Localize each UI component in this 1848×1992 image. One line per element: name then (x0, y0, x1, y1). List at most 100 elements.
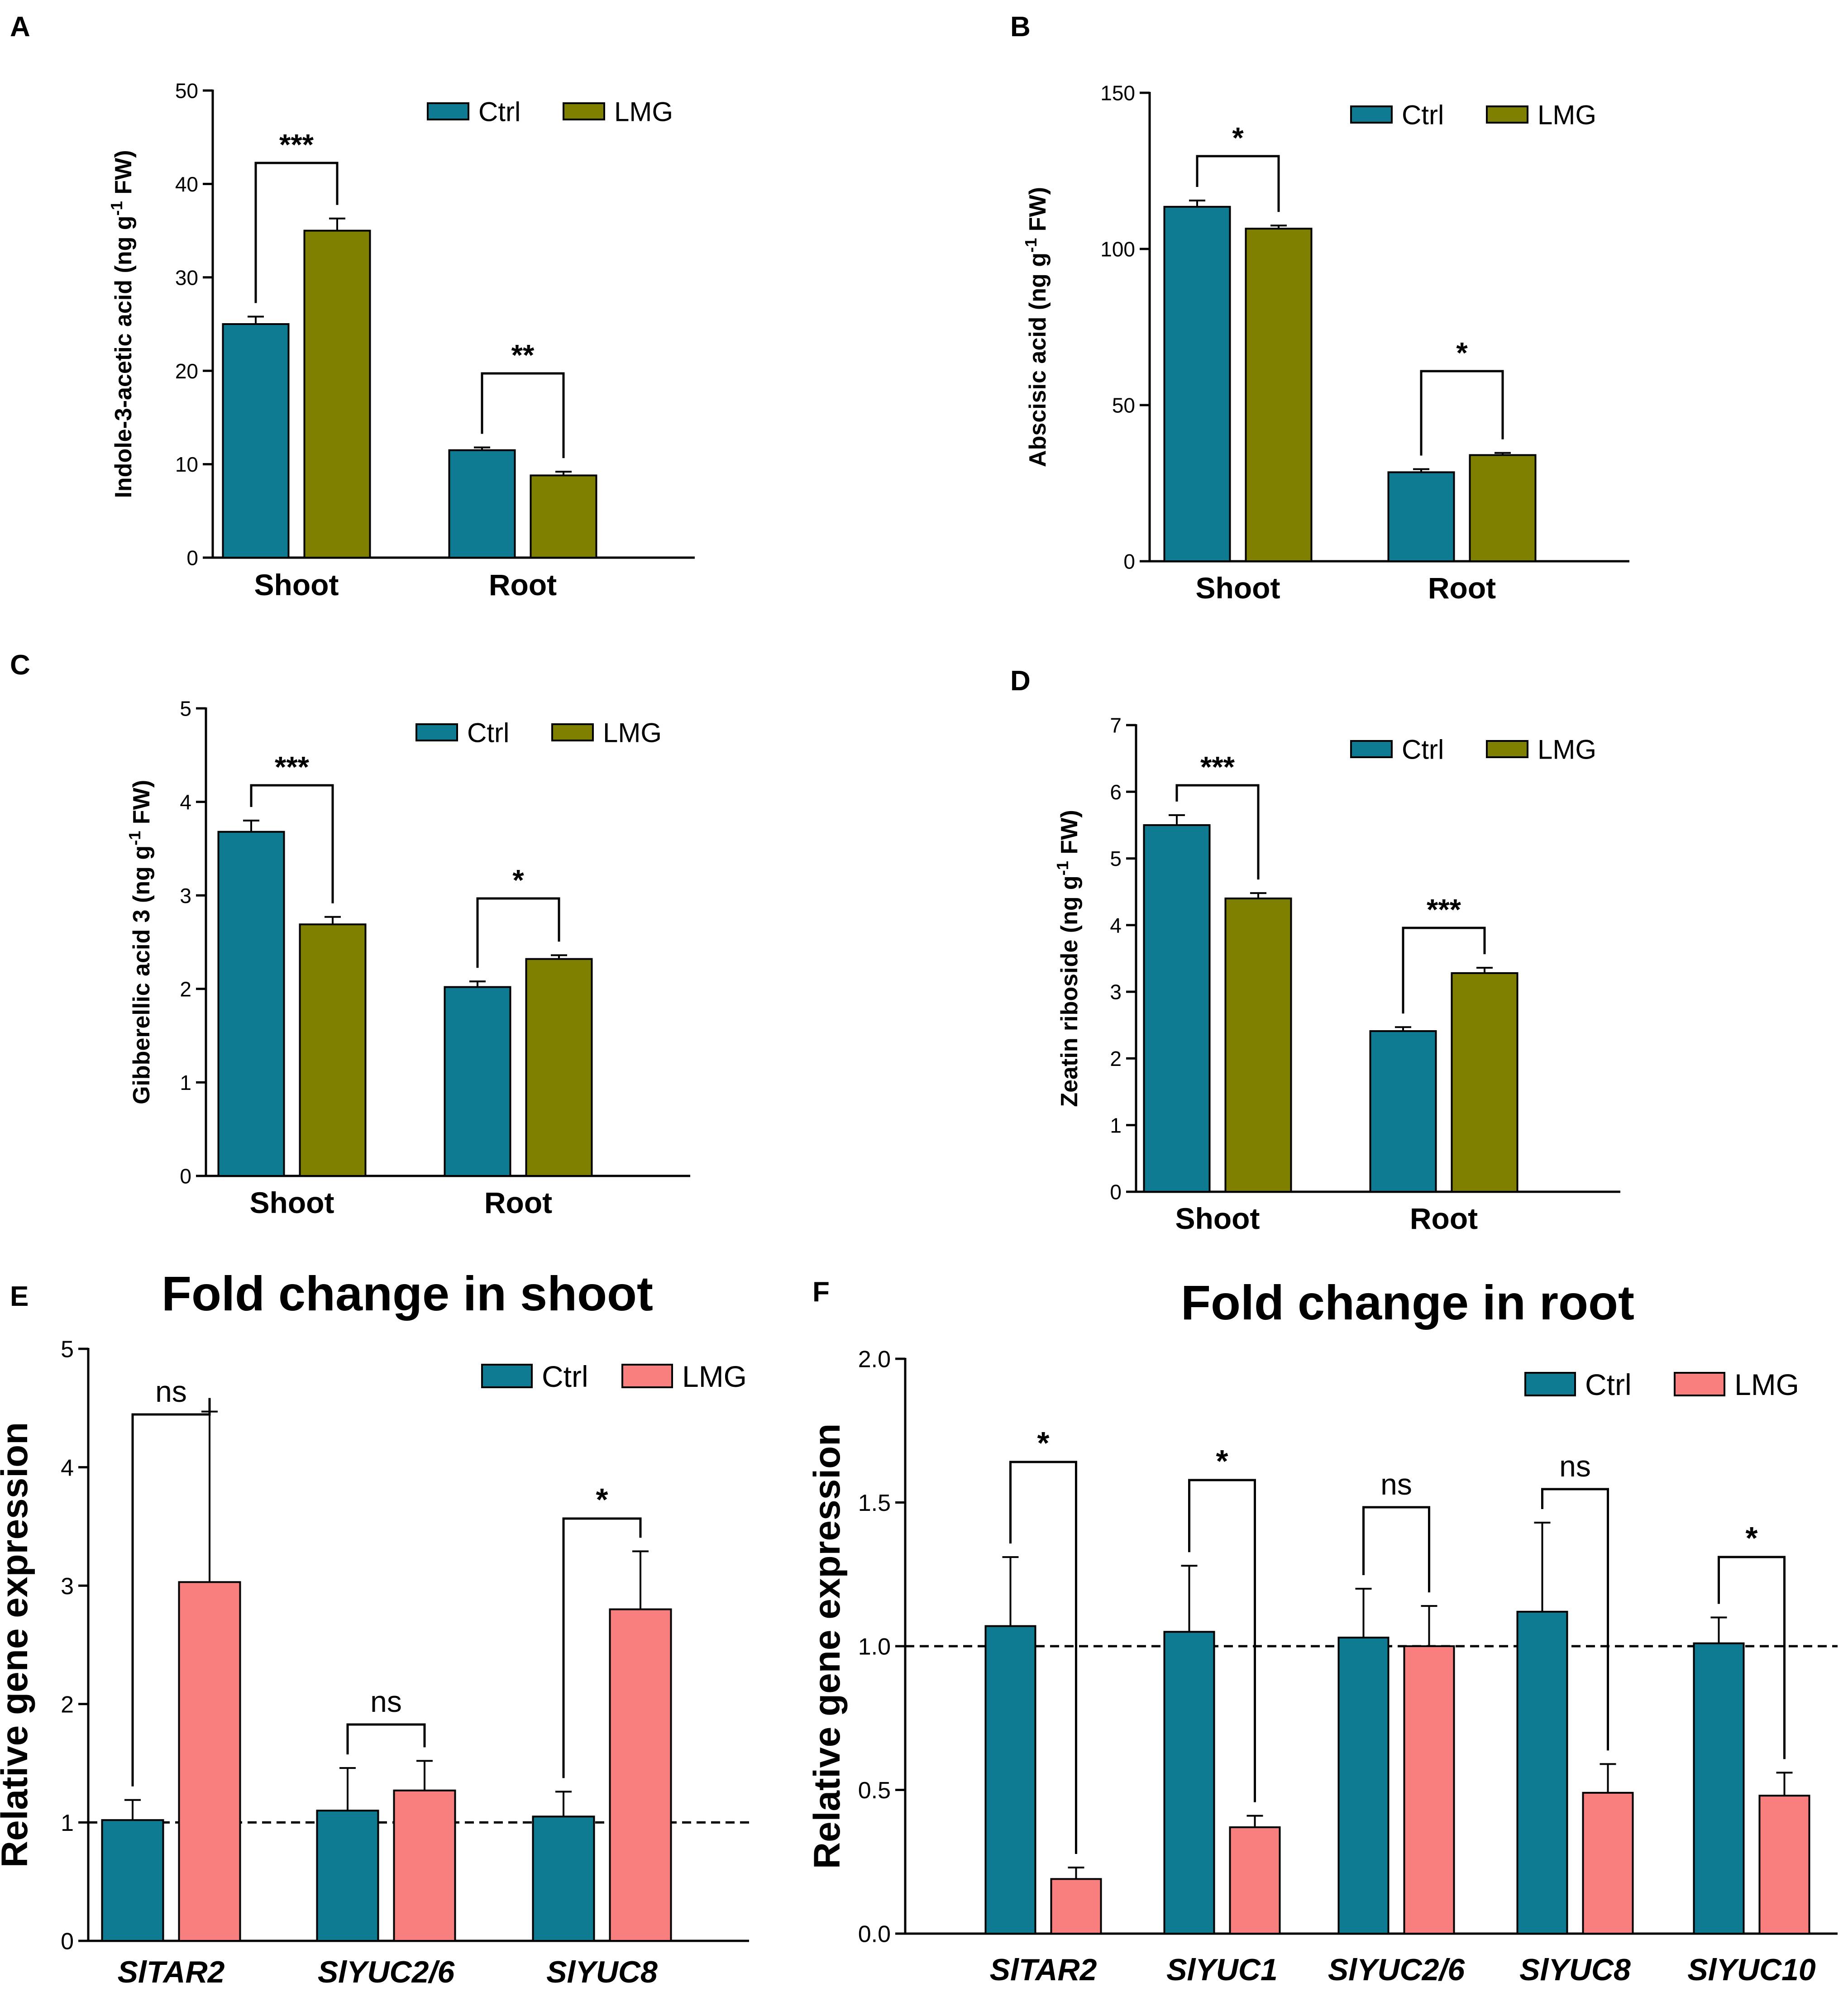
legend-swatch-lmg (563, 102, 605, 120)
x-tick-label: SlTAR2 (118, 1955, 225, 1989)
y-tick-label: 5 (1110, 847, 1122, 870)
significance-bracket (476, 897, 560, 968)
bar-lmg (1451, 972, 1519, 1193)
legend-swatch-ctrl (481, 1364, 533, 1388)
legend-label-ctrl: Ctrl (1402, 735, 1444, 765)
significance-bracket (1009, 1461, 1077, 1854)
legend-label-lmg: LMG (614, 97, 673, 127)
chart-title: Fold change in root (1181, 1275, 1634, 1330)
y-tick-label: 3 (180, 884, 191, 908)
x-tick-label: Root (484, 1186, 552, 1219)
significance-bracket (250, 784, 334, 903)
bar-ctrl (984, 1625, 1036, 1935)
bar-lmg (1758, 1795, 1810, 1935)
legend-swatch-ctrl (427, 102, 469, 120)
significance-bracket (254, 162, 339, 303)
significance-bracket (1175, 784, 1260, 880)
panel-B: B 0 50 100 150 Abscisic acid (ng g-1 FW) Shoot… (1010, 11, 1629, 605)
panel-letter: D (1010, 665, 1031, 697)
legend-label-ctrl: Ctrl (1585, 1368, 1632, 1401)
y-tick-label: 50 (1112, 394, 1135, 417)
legend: Ctrl LMG (415, 718, 662, 748)
bar-ctrl (1693, 1642, 1745, 1935)
significance-label: * (512, 864, 524, 897)
significance-label: ns (1559, 1449, 1591, 1483)
bar-lmg (1582, 1791, 1634, 1935)
legend-label-lmg: LMG (1734, 1368, 1799, 1401)
y-axis-label-main: Abscisic acid (ng g (1025, 253, 1051, 467)
y-tick-label: 4 (61, 1455, 74, 1481)
bar-lmg (525, 958, 593, 1177)
significance-bracket (562, 1517, 642, 1778)
bar-lmg (1245, 228, 1313, 562)
y-tick-label: 0.0 (858, 1921, 891, 1948)
y-axis-label-end: FW) (129, 780, 155, 831)
significance-label: * (1232, 121, 1244, 154)
bar-ctrl (217, 831, 285, 1177)
legend-label-ctrl: Ctrl (478, 97, 520, 127)
y-tick-label: 5 (61, 1337, 74, 1363)
y-tick-label: 1.5 (858, 1490, 891, 1516)
y-tick-label: 0 (180, 1165, 191, 1188)
significance-bracket (1188, 1479, 1256, 1802)
panel-C: C 0 1 2 3 4 5 Gibberellic acid 3 (ng g-1 FW) Sho… (10, 650, 690, 1219)
y-axis-label-main: Indole-3-acetic acid (ng g (110, 215, 137, 498)
significance-label: * (1037, 1425, 1050, 1461)
bar-ctrl (1163, 1631, 1215, 1935)
significance-label: ns (1380, 1467, 1412, 1501)
bar-ctrl (1337, 1636, 1390, 1935)
panel-letter: A (10, 11, 30, 43)
legend: Ctrl LMG (1350, 100, 1596, 130)
y-tick-label: 30 (175, 266, 198, 289)
y-axis-label: Zeatin riboside (ng g-1 FW) (1053, 810, 1083, 1107)
x-tick-label: SlYUC1 (1166, 1953, 1278, 1987)
y-axis-label: Relative gene expression (0, 1422, 35, 1868)
y-tick-label: 3 (61, 1573, 74, 1600)
panel-F: F Fold change in root 0.0 0.5 1.0 1.5 2.0 Relat… (807, 1275, 1838, 1987)
y-axis-label-main: Relative gene expression (807, 1424, 848, 1869)
significance-bracket (1196, 155, 1280, 212)
bar-ctrl (532, 1815, 595, 1942)
panel-letter: E (10, 1281, 29, 1312)
bar-lmg (178, 1581, 241, 1942)
y-tick-label: 0 (1123, 550, 1135, 573)
significance-bracket (1402, 927, 1486, 1014)
bar-ctrl (1387, 471, 1455, 562)
legend-label-ctrl: Ctrl (542, 1360, 588, 1393)
legend: Ctrl LMG (427, 97, 673, 127)
y-axis-label-main: Gibberellic acid 3 (ng g (129, 846, 155, 1104)
panel-A: A 0 10 20 30 40 50 Indole-3-acetic acid (ng g-1… (10, 11, 695, 602)
legend-swatch-ctrl (415, 723, 458, 741)
significance-label: ns (155, 1375, 187, 1408)
bar-lmg (1229, 1826, 1281, 1935)
y-axis-label-main: Zeatin riboside (ng g (1056, 875, 1083, 1107)
significance-bracket (1362, 1506, 1430, 1593)
y-tick-label: 2.0 (858, 1347, 891, 1373)
legend-swatch-ctrl (1350, 105, 1393, 124)
x-tick-label: SlYUC2/6 (318, 1955, 455, 1989)
bar-lmg (299, 923, 367, 1177)
x-tick-label: SlYUC8 (546, 1955, 658, 1989)
y-tick-label: 2 (180, 977, 191, 1001)
legend-label-ctrl: Ctrl (1402, 100, 1444, 130)
y-tick-label: 0 (61, 1929, 74, 1955)
y-axis-label-superscript: -1 (1053, 861, 1072, 875)
y-tick-label: 0.5 (858, 1777, 891, 1804)
x-tick-label: Root (489, 568, 557, 602)
bar-lmg (609, 1608, 672, 1942)
legend: Ctrl LMG (481, 1360, 747, 1393)
panel-letter: F (812, 1276, 830, 1308)
y-tick-label: 100 (1100, 238, 1135, 261)
y-tick-label: 4 (180, 790, 191, 814)
significance-label: * (596, 1482, 608, 1517)
chart-title: Fold change in shoot (162, 1266, 653, 1321)
significance-bracket (131, 1398, 211, 1787)
legend-swatch-lmg (1486, 740, 1528, 758)
bar-lmg (1224, 897, 1292, 1193)
y-tick-label: 2 (1110, 1047, 1122, 1070)
bar-lmg (393, 1789, 456, 1942)
significance-label: ns (370, 1685, 402, 1718)
x-tick-label: SlTAR2 (990, 1953, 1097, 1987)
x-tick-label: SlYUC8 (1519, 1953, 1631, 1987)
